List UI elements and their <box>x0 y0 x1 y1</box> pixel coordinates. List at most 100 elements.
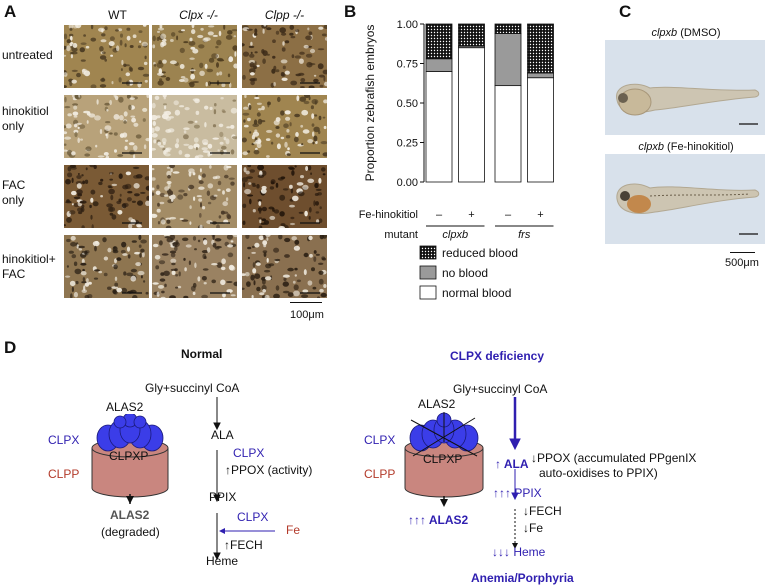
panel-b-label: B <box>344 2 357 21</box>
legend-entry: reduced blood <box>442 246 518 260</box>
panel-c-scale-label: 500μm <box>725 257 759 269</box>
deficiency-fe: ↓Fe <box>523 521 544 535</box>
y-tick-label: 0.50 <box>397 98 418 110</box>
normal-pathway-arrows <box>213 397 275 561</box>
bar-segment <box>458 47 485 183</box>
normal-fe: Fe <box>286 523 301 537</box>
normal-clpx-fe-label: CLPX <box>237 510 269 524</box>
deficiency-clpxp-complex <box>404 412 484 505</box>
micrograph-tile <box>152 25 237 88</box>
bar-segment <box>494 33 522 87</box>
bar-segment <box>425 71 453 183</box>
y-tick-label: 0.00 <box>397 177 418 189</box>
micrograph-tile <box>64 25 149 88</box>
deficiency-heme: ↓↓↓ Heme <box>492 545 546 559</box>
micrograph-tile <box>242 235 327 298</box>
deficiency-clpxp-label: CLPXP <box>423 452 463 466</box>
legend-swatch <box>419 265 437 280</box>
micrograph-tile <box>242 25 327 88</box>
deficiency-arrowhead-alas2 <box>440 499 448 507</box>
micrograph-tile <box>64 95 149 158</box>
deficiency-clpp-label: CLPP <box>364 467 396 481</box>
embryo-caption-fe: clpxb (Fe-hinokitiol) <box>638 141 734 153</box>
normal-title: Normal <box>181 347 223 361</box>
panel-c-label: C <box>619 2 632 21</box>
deficiency-ala: ↑ ALA <box>495 457 529 471</box>
deficiency-fech: ↓FECH <box>523 504 562 518</box>
deficiency-alas2-accum: ↑↑↑ ALAS2 <box>408 513 469 527</box>
row-label-hinokitiol-only: only <box>2 119 25 133</box>
normal-fech: ↑FECH <box>224 538 263 552</box>
mutant-label: mutant <box>384 229 418 241</box>
legend-swatch <box>419 245 437 260</box>
deficiency-ppix: ↑↑↑ PPIX <box>493 486 542 500</box>
y-tick-label: 1.00 <box>397 19 418 31</box>
treatment-value: – <box>505 209 512 221</box>
mutant-group-label: clpxb <box>442 229 468 241</box>
normal-heme: Heme <box>206 554 239 568</box>
treatment-value: + <box>537 209 543 221</box>
normal-substrate: Gly+succinyl CoA <box>145 381 240 395</box>
normal-ppox: ↑PPOX (activity) <box>225 463 313 477</box>
treatment-value: + <box>468 209 474 221</box>
stacked-bar-chart: 0.00 0.25 0.50 0.75 1.00 Proportion zebrafish… <box>359 19 554 300</box>
row-label-hinokitiol: hinokitiol <box>2 104 49 118</box>
normal-alas2-label: ALAS2 <box>106 400 144 414</box>
y-axis-label: Proportion zebrafish embryos <box>363 25 377 182</box>
column-label-clpx: Clpx -/- <box>179 8 218 22</box>
deficiency-alas2-label: ALAS2 <box>418 397 456 411</box>
bar-segment <box>425 58 453 72</box>
deficiency-ppox-line2: auto-oxidises to PPIX) <box>539 466 658 480</box>
column-label-clpp: Clpp -/- <box>264 8 305 22</box>
normal-clpxp-complex <box>91 414 169 504</box>
panel-a-scale-bar <box>290 302 322 304</box>
row-label-combo: hinokitiol+ <box>2 252 56 266</box>
deficiency-clpx-label: CLPX <box>364 433 396 447</box>
micrograph-tile <box>152 235 237 298</box>
panel-c-scale-bar <box>730 252 755 254</box>
micrograph-tile <box>242 95 327 158</box>
row-label-fac: FAC <box>2 178 26 192</box>
embryo-image-fe-hinokitiol <box>605 154 765 244</box>
row-label-combo-fac: FAC <box>2 267 26 281</box>
normal-degraded-note: (degraded) <box>101 525 160 539</box>
treatment-value: – <box>436 209 443 221</box>
column-label-wt: WT <box>108 8 127 22</box>
deficiency-ppox-line1: ↓PPOX (accumulated PPgenIX <box>531 451 697 465</box>
panel-a-label: A <box>4 2 17 21</box>
normal-clpx-label: CLPX <box>48 433 80 447</box>
panel-d-label: D <box>4 338 17 357</box>
y-tick-label: 0.75 <box>397 59 418 71</box>
normal-clpx-activator: CLPX <box>233 446 265 460</box>
normal-arrowhead-degrade <box>126 496 134 504</box>
row-label-fac-only: only <box>2 193 25 207</box>
legend-entry: normal blood <box>442 286 511 300</box>
normal-alas2-degraded: ALAS2 <box>110 508 150 522</box>
normal-ppix: PPIX <box>209 490 237 504</box>
micrograph-tile <box>152 95 237 158</box>
embryo-caption-dmso: clpxb (DMSO) <box>651 27 721 39</box>
treatment-label: Fe-hinokitiol <box>359 209 418 221</box>
deficiency-outcome: Anemia/Porphyria <box>471 571 574 585</box>
legend-entry: no blood <box>442 266 488 280</box>
deficiency-substrate: Gly+succinyl CoA <box>453 382 548 396</box>
micrograph-tile <box>64 165 149 228</box>
micrograph-tile <box>152 165 237 228</box>
bar-segment <box>527 23 554 74</box>
y-tick-label: 0.25 <box>397 138 418 150</box>
bar-segment <box>494 85 522 183</box>
mutant-group-label: frs <box>518 229 531 241</box>
bar-segment <box>527 77 554 183</box>
micrograph-tile <box>64 235 149 298</box>
bar-segment <box>458 23 485 47</box>
bar-segment <box>527 72 554 79</box>
panel-a-scale-label: 100μm <box>290 309 324 321</box>
legend-swatch <box>419 285 437 300</box>
row-label-untreated: untreated <box>2 48 53 62</box>
bar-segment <box>425 23 453 60</box>
normal-ala: ALA <box>211 428 234 442</box>
deficiency-pathway-arrows <box>509 397 521 549</box>
micrograph-tile <box>242 165 327 228</box>
deficiency-title: CLPX deficiency <box>450 349 545 363</box>
embryo-image-dmso <box>605 40 765 135</box>
